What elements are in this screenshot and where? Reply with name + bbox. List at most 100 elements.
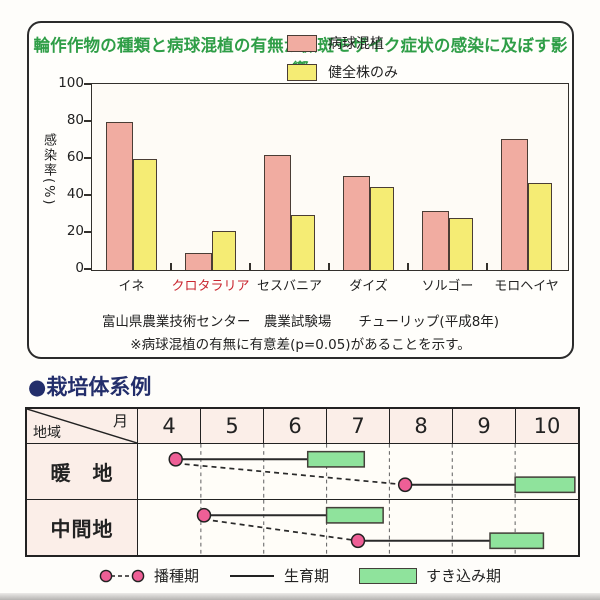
sowing-circle (131, 569, 145, 582)
corner-label-month: 月 (112, 412, 128, 430)
y-tick-mark (84, 194, 92, 196)
growth-legend-glyph (229, 574, 274, 577)
gantt-legend-item: 播種期 (99, 565, 199, 586)
sowing-connector-dashed (203, 518, 359, 542)
y-tick-mark (84, 268, 92, 270)
bar-diseased (185, 253, 212, 270)
month-header-cell: 8 (389, 409, 452, 443)
bar-diseased (422, 210, 449, 270)
y-axis-label: 感染率(%) (41, 133, 56, 207)
y-tick-label: 40 (66, 186, 84, 202)
legend-label: 健全株のみ (328, 65, 398, 81)
y-tick-label: 20 (66, 223, 84, 239)
chart-significance-note: ※病球混植の有無に有意差(p=0.05)があることを示す。 (130, 337, 471, 353)
x-tick-mark (328, 263, 330, 270)
timeline-svg (168, 444, 576, 499)
x-category-label: イネ (118, 279, 145, 294)
y-tick-label: 100 (58, 75, 84, 91)
timeline-svg (196, 500, 545, 555)
corner-label-region: 地域 (33, 425, 61, 441)
bar-healthy (370, 186, 394, 270)
bar-group (487, 138, 566, 270)
region-label: 暖 地 (27, 444, 137, 499)
plow-in-bar (489, 532, 545, 550)
bar-healthy (212, 231, 236, 270)
gantt-legend: 播種期 生育期 すき込み期 (0, 565, 600, 586)
month-header-cell: 7 (326, 409, 389, 443)
legend-swatch (287, 34, 317, 52)
y-tick-label: 60 (66, 149, 84, 165)
bar-diseased (106, 122, 133, 270)
region-row: 暖 地 (27, 443, 578, 499)
x-tick-mark (249, 263, 251, 270)
plow-in-bar (325, 506, 384, 524)
y-tick-mark (84, 120, 92, 122)
gantt-body: 暖 地中間地 (27, 443, 578, 555)
x-tick-mark (486, 263, 488, 270)
x-category-label: ダイズ (349, 279, 388, 294)
page-edge-shadow (0, 593, 600, 600)
bar-diseased (343, 175, 370, 270)
bar-healthy (449, 218, 473, 270)
bar-healthy (528, 183, 552, 270)
bar-healthy (133, 159, 157, 270)
legend-label: 病球混植 (328, 36, 384, 52)
region-label: 中間地 (27, 500, 137, 555)
legend-swatch (287, 63, 317, 81)
x-tick-mark (170, 263, 172, 270)
month-header-cell: 10 (515, 409, 578, 443)
y-tick-mark (84, 83, 92, 85)
chart-source-caption: 富山県農業技術センター 農業試験場 チューリップ(平成8年) (101, 314, 500, 330)
bar-group (171, 231, 250, 270)
bar-chart-panel: 輪作作物の種類と病球混植の有無が微斑モザイク症状の感染に及ぼす影響 感染率(%)… (27, 21, 574, 359)
bar-group (92, 122, 171, 270)
x-category-label: クロタラリア (171, 279, 250, 294)
cultivation-section-title: ●栽培体系例 (28, 375, 152, 399)
bar-group (329, 175, 408, 270)
x-category-label: ソルゴー (421, 279, 474, 294)
corner-cell: 月 地域 (27, 409, 137, 443)
bar-diseased (501, 138, 528, 270)
sowing-circle (168, 451, 183, 467)
x-tick-mark (407, 263, 409, 270)
month-header-cell: 4 (137, 409, 200, 443)
y-tick-label: 0 (75, 260, 84, 276)
legend-item: 病球混植 (287, 33, 398, 53)
plow-legend-glyph (359, 567, 417, 584)
region-timeline (137, 500, 578, 555)
region-timeline (137, 444, 578, 499)
gantt-legend-item: 生育期 (229, 565, 329, 586)
month-header-cell: 6 (263, 409, 326, 443)
gantt-legend-label: すき込み期 (426, 567, 502, 585)
sowing-circle (397, 477, 413, 493)
gantt-legend-item: すき込み期 (359, 565, 501, 586)
sowing-connector-dashed (175, 462, 406, 486)
y-tick-mark (84, 231, 92, 233)
plow-in-bar (306, 450, 366, 468)
bar-group (250, 155, 329, 270)
y-tick-label: 80 (66, 112, 84, 128)
sowing-circle (350, 533, 366, 549)
month-header-cell: 5 (200, 409, 263, 443)
x-category-label: セスバニア (256, 279, 322, 294)
gantt-month-header: 月 地域 4 5 6 7 8 9 10 (27, 409, 578, 443)
sowing-circle (196, 507, 212, 523)
bar-group (408, 210, 487, 270)
x-category-label: モロヘイヤ (494, 279, 559, 294)
cultivation-table: 月 地域 4 5 6 7 8 9 10 暖 地中間地 (25, 407, 580, 557)
gantt-legend-label: 播種期 (153, 567, 199, 585)
region-row: 中間地 (27, 499, 578, 555)
gantt-legend-label: 生育期 (283, 567, 329, 585)
corner-diagonal-line (27, 409, 137, 443)
month-header-cell: 9 (452, 409, 515, 443)
legend-item: 健全株のみ (287, 62, 398, 82)
sowing-circle (99, 569, 113, 582)
y-tick-mark (84, 157, 92, 159)
bar-healthy (291, 214, 315, 270)
plow-in-bar (514, 476, 576, 494)
bar-chart-plot: 0 20 40 60 80 100 イネ クロタラリア セスバニア ダイズ ソルゴー モロヘイヤ (58, 75, 569, 294)
bar-chart-legend: 病球混植 健全株のみ (287, 33, 398, 82)
bar-diseased (264, 155, 291, 270)
sowing-legend-glyph (99, 569, 145, 582)
